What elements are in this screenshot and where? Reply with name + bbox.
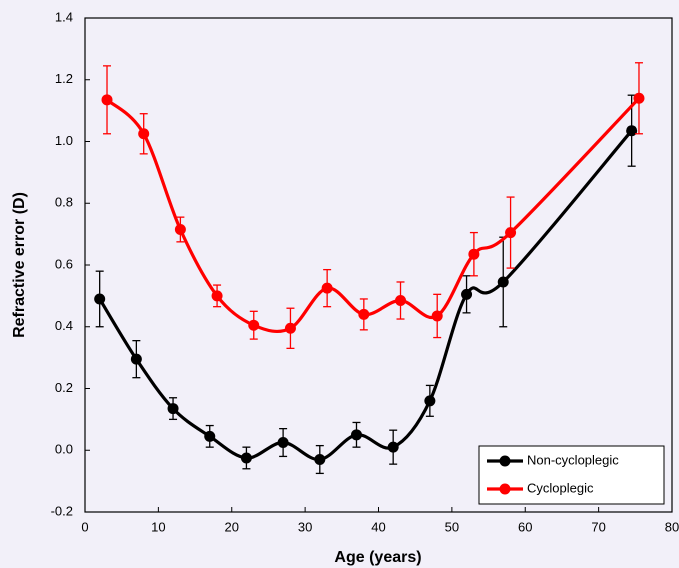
- point: [101, 94, 113, 106]
- point: [248, 319, 260, 331]
- legend-label: Cycloplegic: [527, 480, 594, 495]
- y-tick-label: -0.2: [51, 503, 73, 518]
- x-tick-label: 80: [665, 519, 679, 534]
- x-tick-label: 50: [445, 519, 459, 534]
- point: [167, 403, 179, 415]
- point: [211, 290, 223, 302]
- point: [626, 125, 638, 137]
- y-tick-label: 0.2: [55, 380, 73, 395]
- x-tick-label: 40: [371, 519, 385, 534]
- x-tick-label: 10: [151, 519, 165, 534]
- point: [468, 248, 480, 260]
- point: [387, 441, 399, 453]
- point: [350, 429, 362, 441]
- point: [505, 227, 517, 239]
- legend-marker: [499, 483, 511, 495]
- y-tick-label: 0.4: [55, 318, 73, 333]
- y-tick-label: 1.4: [55, 9, 73, 24]
- point: [240, 452, 252, 464]
- y-axis-title: Refractive error (D): [11, 192, 28, 338]
- legend-box: [478, 445, 665, 505]
- point: [395, 295, 407, 307]
- point: [424, 395, 436, 407]
- legend-label: Non-cycloplegic: [527, 452, 619, 467]
- y-tick-label: 0.0: [55, 442, 73, 457]
- point: [284, 322, 296, 334]
- point: [321, 282, 333, 294]
- y-tick-label: 0.6: [55, 256, 73, 271]
- point: [277, 437, 289, 449]
- point: [461, 288, 473, 300]
- point: [314, 454, 326, 466]
- x-tick-label: 60: [518, 519, 532, 534]
- y-tick-label: 0.8: [55, 195, 73, 210]
- point: [358, 308, 370, 320]
- point: [130, 353, 142, 365]
- plot-area: [84, 17, 673, 513]
- point: [204, 430, 216, 442]
- x-tick-label: 20: [225, 519, 239, 534]
- point: [431, 310, 443, 322]
- point: [497, 276, 509, 288]
- x-tick-label: 30: [298, 519, 312, 534]
- x-axis-title: Age (years): [334, 549, 421, 566]
- point: [138, 128, 150, 140]
- y-tick-label: 1.0: [55, 133, 73, 148]
- x-tick-label: 0: [81, 519, 88, 534]
- point: [174, 223, 186, 235]
- point: [94, 293, 106, 305]
- legend-marker: [499, 455, 511, 467]
- y-tick-label: 1.2: [55, 71, 73, 86]
- x-tick-label: 70: [591, 519, 605, 534]
- point: [633, 92, 645, 104]
